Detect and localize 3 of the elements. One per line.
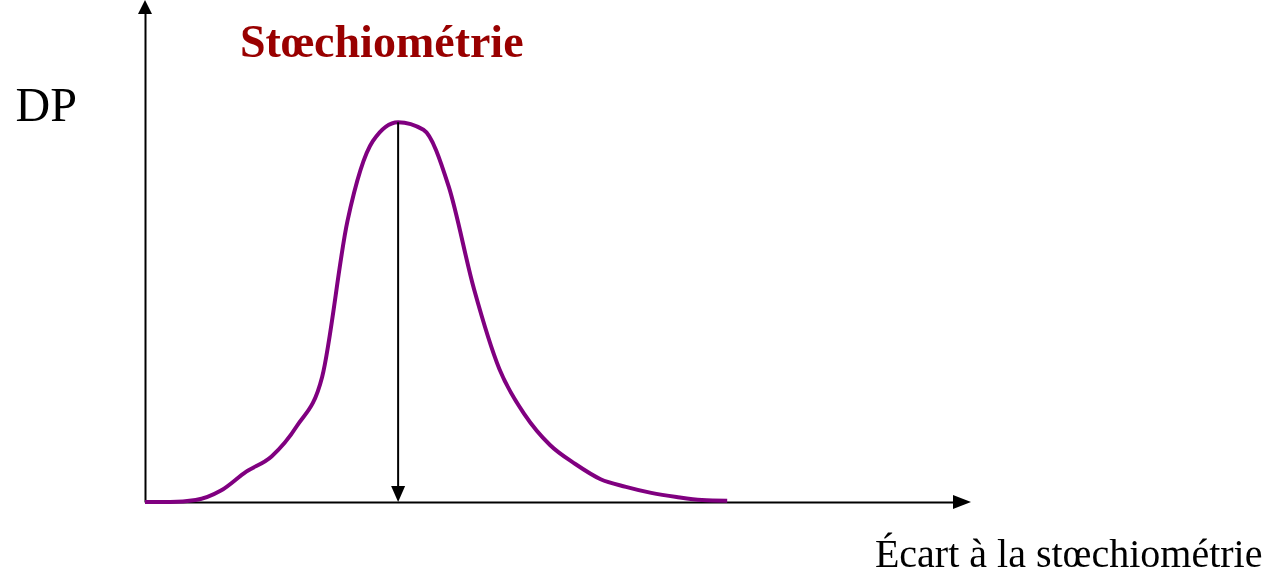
y-axis-title: DP	[15, 77, 77, 131]
chart-title: Stœchiométrie	[240, 16, 524, 67]
x-axis-title: Écart à la stœchiométrie	[874, 530, 1263, 571]
